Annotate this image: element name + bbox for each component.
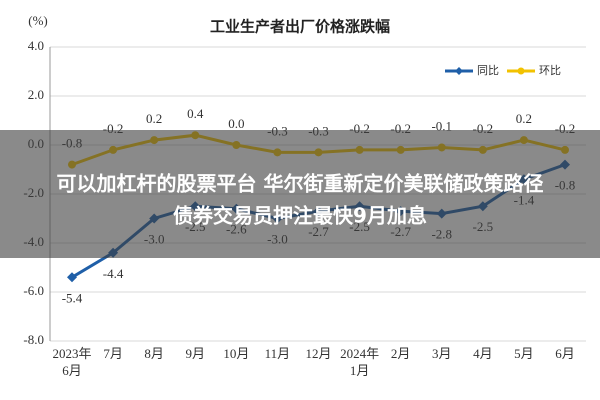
x-tick-label: 5月 bbox=[514, 346, 534, 361]
x-tick-label: 11月 bbox=[265, 346, 291, 361]
chart-title: 工业生产者出厂价格涨跌幅 bbox=[210, 18, 390, 36]
legend-label: 环比 bbox=[539, 64, 561, 77]
x-tick-label: 3月 bbox=[432, 346, 452, 361]
legend-label: 同比 bbox=[477, 64, 499, 77]
y-tick-label: 4.0 bbox=[28, 38, 44, 53]
banner-bg bbox=[0, 130, 600, 258]
legend-marker bbox=[455, 67, 463, 75]
y-axis-label: (%) bbox=[28, 13, 48, 28]
x-tick-label: 8月 bbox=[144, 346, 164, 361]
x-tick-label: 2月 bbox=[391, 346, 411, 361]
x-tick-label: 2023年 6月 bbox=[52, 346, 91, 378]
data-label: -5.4 bbox=[62, 290, 83, 305]
data-label: -0.1 bbox=[431, 118, 452, 133]
x-tick-label: 4月 bbox=[473, 346, 493, 361]
data-label: 0.2 bbox=[146, 111, 162, 126]
data-label: 0.4 bbox=[187, 106, 204, 121]
banner-line: 可以加杠杆的股票平台 华尔街重新定价美联储政策路径 bbox=[57, 172, 544, 196]
legend-marker bbox=[517, 67, 525, 75]
x-tick-label: 9月 bbox=[185, 346, 205, 361]
banner-line: 债券交易员押注最快9月加息 bbox=[173, 204, 427, 228]
data-label: 0.2 bbox=[516, 111, 532, 126]
data-label: -4.4 bbox=[103, 266, 124, 281]
x-tick-label: 7月 bbox=[103, 346, 123, 361]
y-tick-label: -6.0 bbox=[23, 283, 44, 298]
x-tick-label: 2024年 1月 bbox=[340, 346, 379, 378]
x-tick-label: 6月 bbox=[555, 346, 575, 361]
point bbox=[67, 272, 77, 283]
x-tick-label: 10月 bbox=[223, 346, 249, 361]
x-tick-label: 12月 bbox=[305, 346, 331, 361]
y-tick-label: 2.0 bbox=[28, 87, 44, 102]
y-tick-label: -8.0 bbox=[23, 332, 44, 347]
data-label: 0.0 bbox=[228, 116, 244, 131]
